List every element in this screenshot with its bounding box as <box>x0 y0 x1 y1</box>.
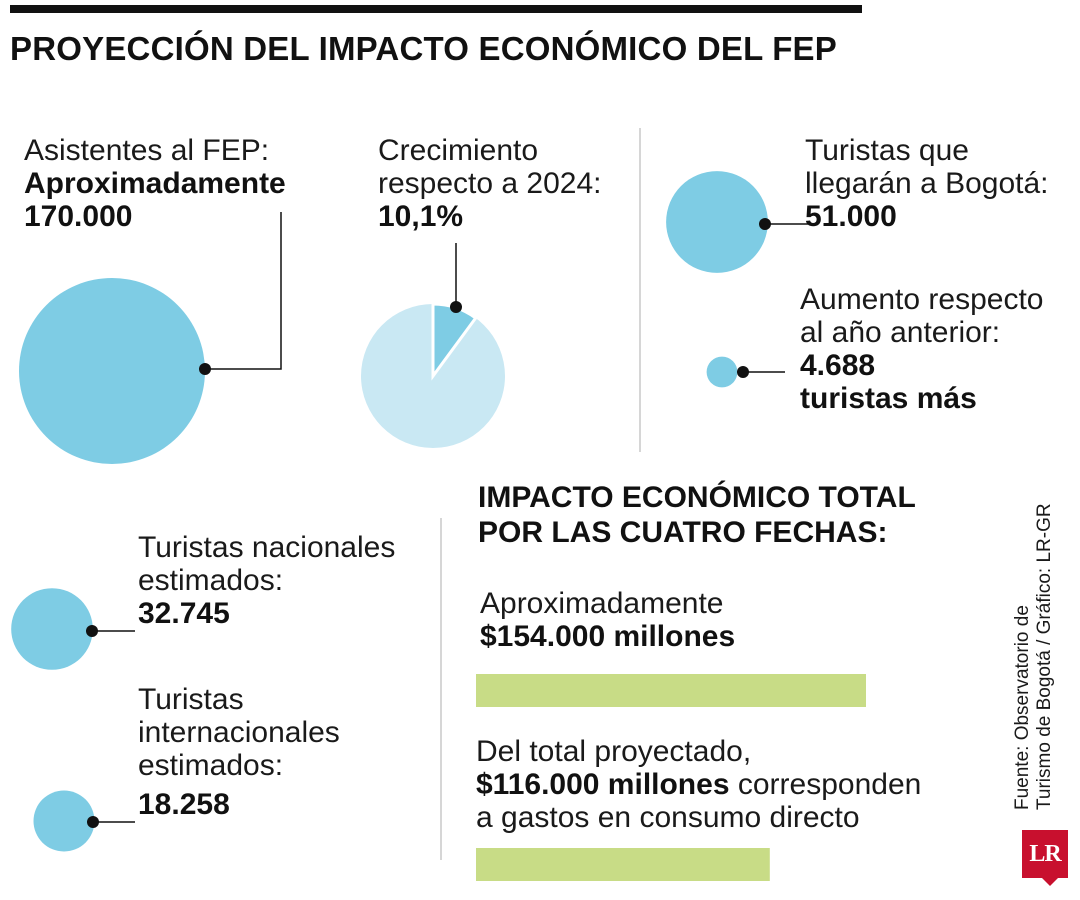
internacionales-value: 18.258 <box>138 788 230 821</box>
impacto-total-block: Aproximadamente $154.000 millones <box>480 587 735 653</box>
bubble-internacionales <box>33 790 95 852</box>
aumento-label-1: Aumento respecto <box>800 283 1044 316</box>
aumento-label-2: al año anterior: <box>800 316 1001 349</box>
bubble-nacionales <box>11 588 93 670</box>
impacto-consumo-label-1: Del total proyectado, <box>476 735 752 768</box>
asistentes-bold: Aproximadamente <box>24 167 286 200</box>
crecimiento-value: 10,1% <box>378 200 464 233</box>
impacto-title-block: IMPACTO ECONÓMICO TOTAL POR LAS CUATRO F… <box>478 480 916 550</box>
bubble-asistentes <box>19 278 205 464</box>
bubble-aumento <box>706 356 738 388</box>
asistentes-block: Asistentes al FEP: Aproximadamente 170.0… <box>24 134 286 233</box>
nacionales-block: Turistas nacionales estimados: 32.745 <box>138 531 395 630</box>
nacionales-label-2: estimados: <box>138 564 284 597</box>
impacto-consumo-line-2: $116.000 millones corresponden <box>476 768 921 801</box>
turistas-bogota-block: Turistas que llegarán a Bogotá: 51.000 <box>805 134 1049 233</box>
top-rule <box>10 5 862 13</box>
internacionales-label-3: estimados: <box>138 749 284 782</box>
crecimiento-block: Crecimiento respecto a 2024: 10,1% <box>378 134 602 233</box>
aumento-value-1: 4.688 <box>800 349 876 382</box>
source-line-2: Turismo de Bogotá / Gráfico: LR-GR <box>1034 503 1055 810</box>
source-line-1: Fuente: Observatorio de <box>1012 605 1033 810</box>
nacionales-label-1: Turistas nacionales <box>138 531 396 564</box>
impacto-consumo-label-2: corresponden <box>729 768 922 801</box>
source-credit: Fuente: Observatorio de Turismo de Bogot… <box>1012 410 1056 810</box>
aumento-block: Aumento respecto al año anterior: 4.688 … <box>800 283 1043 415</box>
lr-logo-tail <box>1040 876 1060 886</box>
dot-crecimiento <box>450 301 462 313</box>
aumento-value-2: turistas más <box>800 382 977 415</box>
dot-turistas-bogota <box>759 218 771 230</box>
turistas-bogota-label-2: llegarán a Bogotá: <box>805 167 1049 200</box>
page-title: PROYECCIÓN DEL IMPACTO ECONÓMICO DEL FEP <box>10 30 837 67</box>
asistentes-label: Asistentes al FEP: <box>24 134 270 167</box>
lr-logo: LR <box>1022 830 1068 878</box>
nacionales-value: 32.745 <box>138 597 230 630</box>
bubble-turistas-bogota <box>666 171 768 273</box>
leader-asistentes <box>205 212 282 370</box>
impacto-total-value: $154.000 millones <box>480 620 736 653</box>
impacto-total-label: Aproximadamente <box>480 587 724 620</box>
internacionales-label-2: internacionales <box>138 716 340 749</box>
impacto-consumo-label-3: a gastos en consumo directo <box>476 801 860 834</box>
impacto-title-1: IMPACTO ECONÓMICO TOTAL <box>478 481 916 514</box>
dot-aumento <box>737 366 749 378</box>
dot-internacionales <box>87 816 99 828</box>
dot-asistentes <box>199 363 211 375</box>
bar-consumo <box>476 848 770 881</box>
impacto-title-2: POR LAS CUATRO FECHAS: <box>478 516 888 549</box>
bar-total <box>476 674 866 707</box>
internacionales-block: Turistas internacionales estimados: 18.2… <box>138 683 340 821</box>
internacionales-label-1: Turistas <box>138 683 244 716</box>
turistas-bogota-value: 51.000 <box>805 200 897 233</box>
turistas-bogota-label-1: Turistas que <box>805 134 969 167</box>
crecimiento-label-2: respecto a 2024: <box>378 167 602 200</box>
dot-nacionales <box>86 625 98 637</box>
impacto-consumo-block: Del total proyectado, $116.000 millones … <box>476 735 921 834</box>
impacto-consumo-value: $116.000 millones <box>476 768 730 801</box>
asistentes-value: 170.000 <box>24 200 133 233</box>
crecimiento-label-1: Crecimiento <box>378 134 539 167</box>
